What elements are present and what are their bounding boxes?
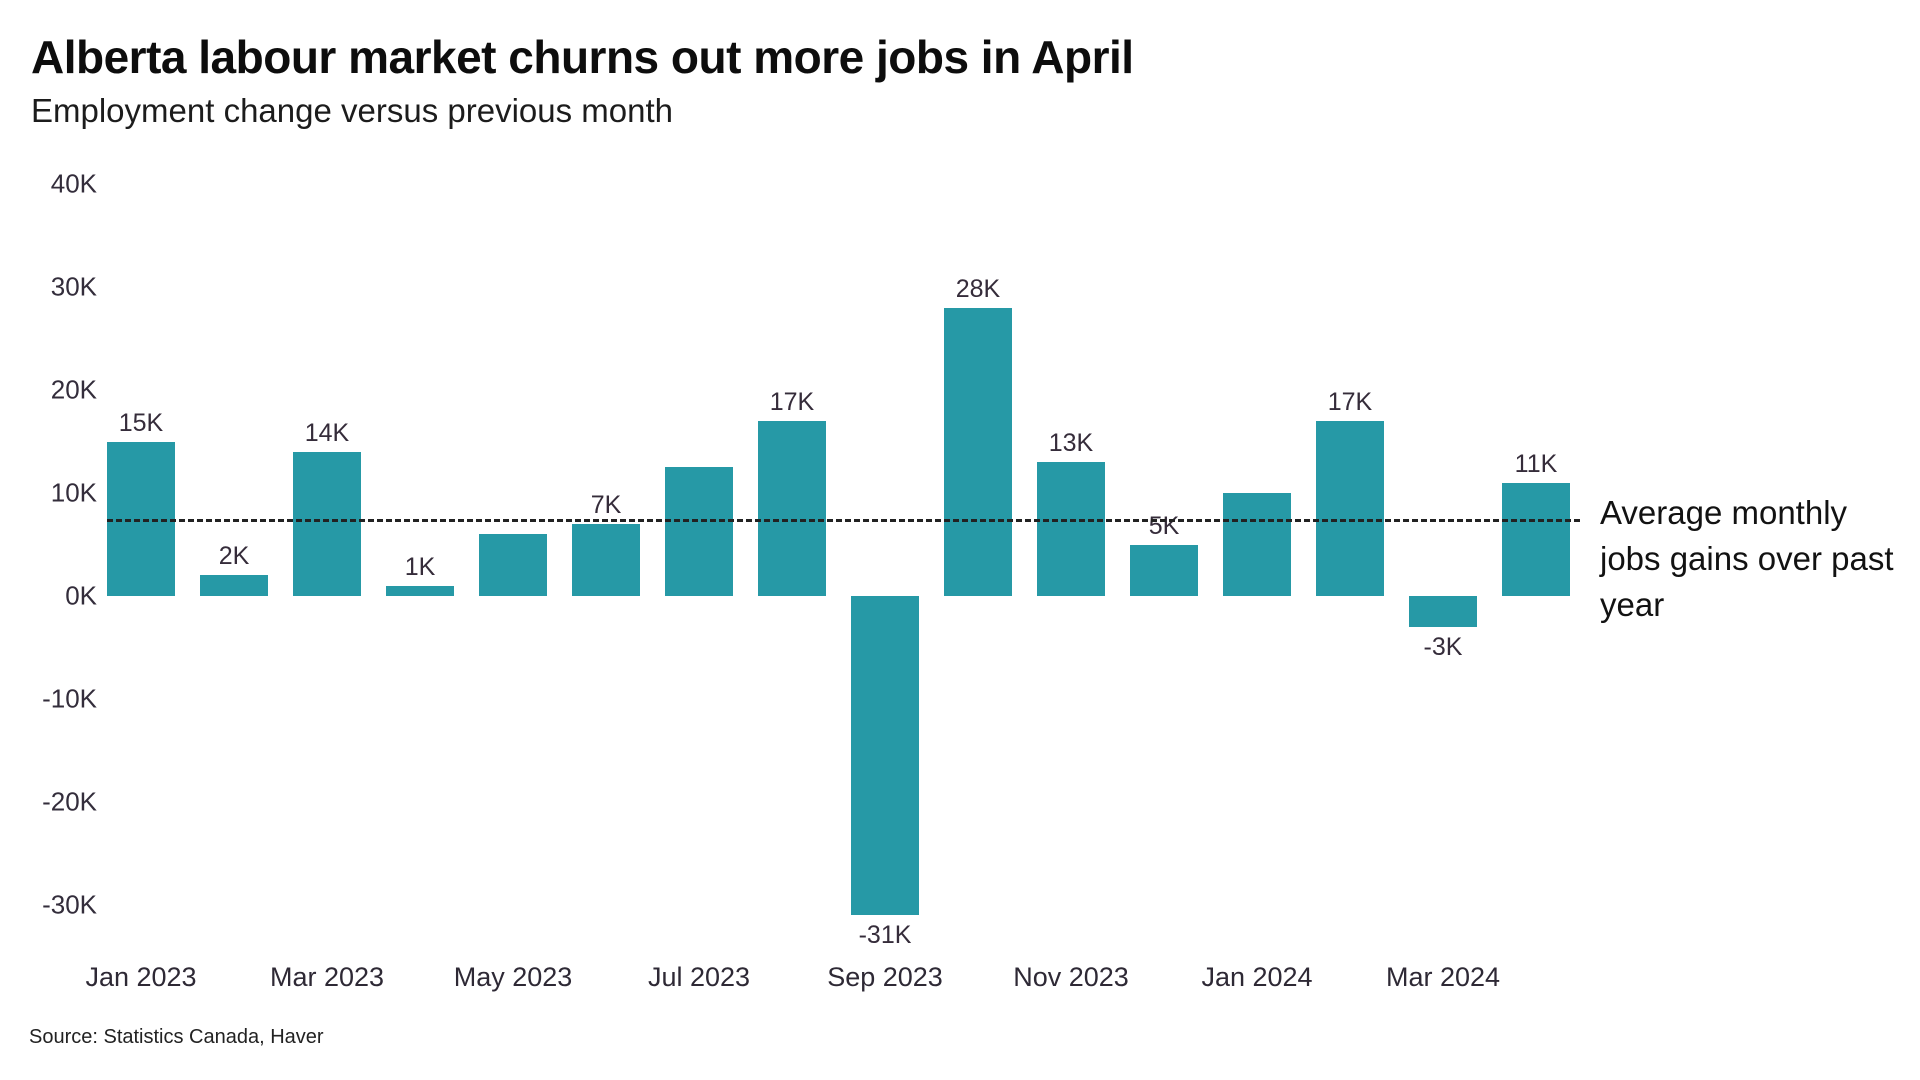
x-axis-tick-label: May 2023 [453,962,573,992]
bar-aug-2023 [758,420,826,596]
bar-feb-2024 [1316,420,1384,596]
bar-dec-2023 [1130,544,1198,596]
bar-value-label: 13K [1048,429,1094,458]
x-axis-tick-label: Mar 2024 [1385,962,1501,992]
bar-mar-2023 [293,451,361,596]
bar-feb-2023 [200,575,268,596]
bar-value-label: 2K [218,542,250,571]
bar-apr-2023 [386,585,454,596]
bar-jun-2023 [572,523,640,596]
source-note: Source: Statistics Canada, Haver [29,1026,324,1048]
bar-value-label: 11K [1514,449,1558,478]
y-axis-tick-label: 0K [65,580,97,611]
bar-may-2023 [479,534,547,596]
bar-nov-2023 [1037,462,1105,596]
bar-apr-2024 [1502,482,1570,596]
bar-value-label: 15K [118,408,164,437]
bar-value-label: 14K [304,418,350,447]
y-axis-tick-label: -20K [42,786,97,817]
bar-oct-2023 [944,307,1012,596]
average-line [107,518,1580,522]
y-axis-tick-label: 40K [50,168,97,199]
y-axis-tick-label: 10K [50,477,97,508]
bar-jan-2024 [1223,493,1291,596]
y-axis-tick-label: 20K [50,374,97,405]
chart-subtitle: Employment change versus previous month [31,92,673,129]
bar-value-label: 17K [769,387,815,416]
bar-value-label: 17K [1327,387,1373,416]
x-axis-tick-label: Sep 2023 [827,962,943,992]
bar-sep-2023 [851,596,919,916]
x-axis-tick-label: Jul 2023 [647,962,751,992]
bar-value-label: 1K [404,552,436,581]
bar-value-label: -31K [858,921,912,950]
bar-mar-2024 [1409,596,1477,627]
bar-value-label: 5K [1148,511,1180,540]
y-axis-tick-label: -30K [42,889,97,920]
x-axis-tick-label: Mar 2023 [269,962,385,992]
average-line-annotation: Average monthly jobs gains over past yea… [1600,494,1894,623]
y-axis-tick-label: -10K [42,683,97,714]
x-axis-tick-label: Nov 2023 [1013,962,1129,992]
chart-title: Alberta labour market churns out more jo… [31,31,1134,83]
bar-value-label: 7K [590,490,622,519]
bar-value-label: -3K [1423,632,1463,661]
x-axis-tick-label: Jan 2024 [1201,962,1313,992]
bar-jul-2023 [665,467,733,596]
bar-value-label: 28K [955,274,1001,303]
y-axis-tick-label: 30K [50,271,97,302]
x-axis-tick-label: Jan 2023 [85,962,197,992]
